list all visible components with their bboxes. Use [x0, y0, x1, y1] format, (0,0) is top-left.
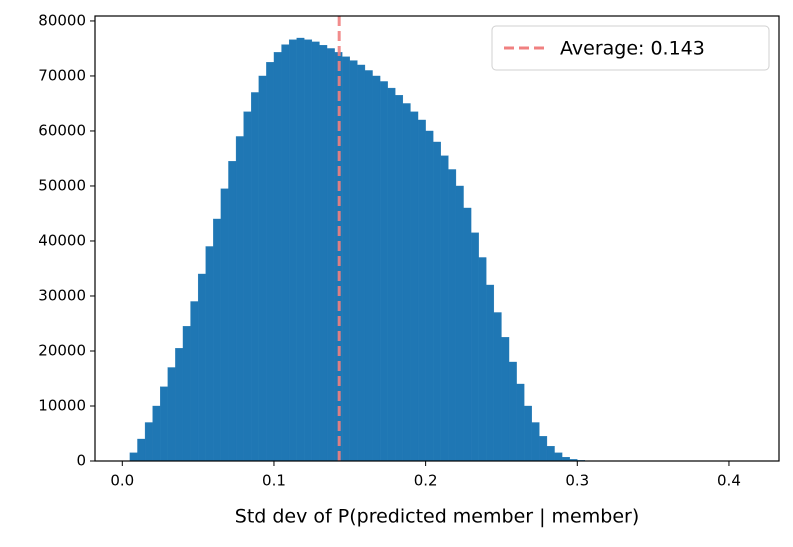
y-tick-label: 80000: [38, 11, 86, 29]
bar: [221, 189, 229, 461]
bar: [282, 45, 290, 461]
x-tick-label: 0.2: [414, 472, 438, 490]
bar: [319, 45, 327, 461]
bar: [555, 453, 563, 461]
bar: [342, 57, 350, 461]
bar: [547, 446, 555, 461]
bar: [213, 219, 221, 461]
bar: [259, 76, 267, 461]
bar: [130, 453, 138, 461]
bar: [524, 406, 532, 461]
bar: [456, 186, 464, 461]
y-tick-label: 30000: [38, 286, 86, 304]
bar: [388, 88, 396, 461]
bar: [479, 257, 487, 461]
bar: [327, 48, 335, 461]
bar: [304, 40, 312, 461]
bar: [395, 95, 403, 461]
bar: [274, 52, 282, 461]
bar: [357, 65, 365, 461]
x-tick-label: 0.0: [110, 472, 134, 490]
bar: [266, 62, 274, 461]
bar: [289, 40, 297, 461]
bar: [471, 233, 479, 461]
bar: [448, 169, 456, 461]
legend-label: Average: 0.143: [560, 38, 705, 60]
bar: [501, 337, 509, 461]
bar: [228, 161, 236, 461]
bar: [191, 301, 199, 461]
bar: [312, 42, 320, 461]
bar: [251, 92, 259, 461]
bar: [160, 387, 168, 461]
y-tick-label: 50000: [38, 176, 86, 194]
bar: [137, 439, 145, 461]
bar: [236, 136, 244, 461]
bar: [297, 38, 305, 461]
bar: [206, 246, 214, 461]
bar: [464, 208, 472, 461]
bar: [418, 120, 426, 461]
bar: [426, 131, 434, 461]
bar: [494, 312, 502, 461]
bar: [350, 61, 358, 461]
bar: [539, 436, 547, 461]
bar: [198, 274, 206, 461]
x-tick-label: 0.4: [717, 472, 741, 490]
bar: [441, 156, 449, 461]
bar: [365, 70, 373, 461]
bar: [410, 112, 418, 461]
bar: [532, 422, 540, 461]
y-tick-label: 10000: [38, 396, 86, 414]
x-tick-label: 0.1: [262, 472, 286, 490]
x-axis-label: Std dev of P(predicted member | member): [235, 506, 639, 528]
bar: [380, 81, 388, 461]
bar: [168, 367, 176, 461]
bar: [403, 103, 411, 461]
bar: [183, 326, 191, 461]
y-tick-label: 0: [76, 452, 86, 470]
bar: [373, 76, 381, 461]
bar: [145, 422, 153, 461]
bar: [153, 406, 161, 461]
bar: [509, 362, 517, 461]
y-tick-label: 20000: [38, 341, 86, 359]
y-tick-label: 40000: [38, 231, 86, 249]
y-tick-label: 60000: [38, 121, 86, 139]
y-tick-label: 70000: [38, 66, 86, 84]
bar: [486, 285, 494, 461]
bar: [433, 142, 441, 461]
bar: [517, 384, 525, 461]
x-tick-label: 0.3: [565, 472, 589, 490]
bar: [175, 348, 183, 461]
bar: [244, 112, 252, 461]
